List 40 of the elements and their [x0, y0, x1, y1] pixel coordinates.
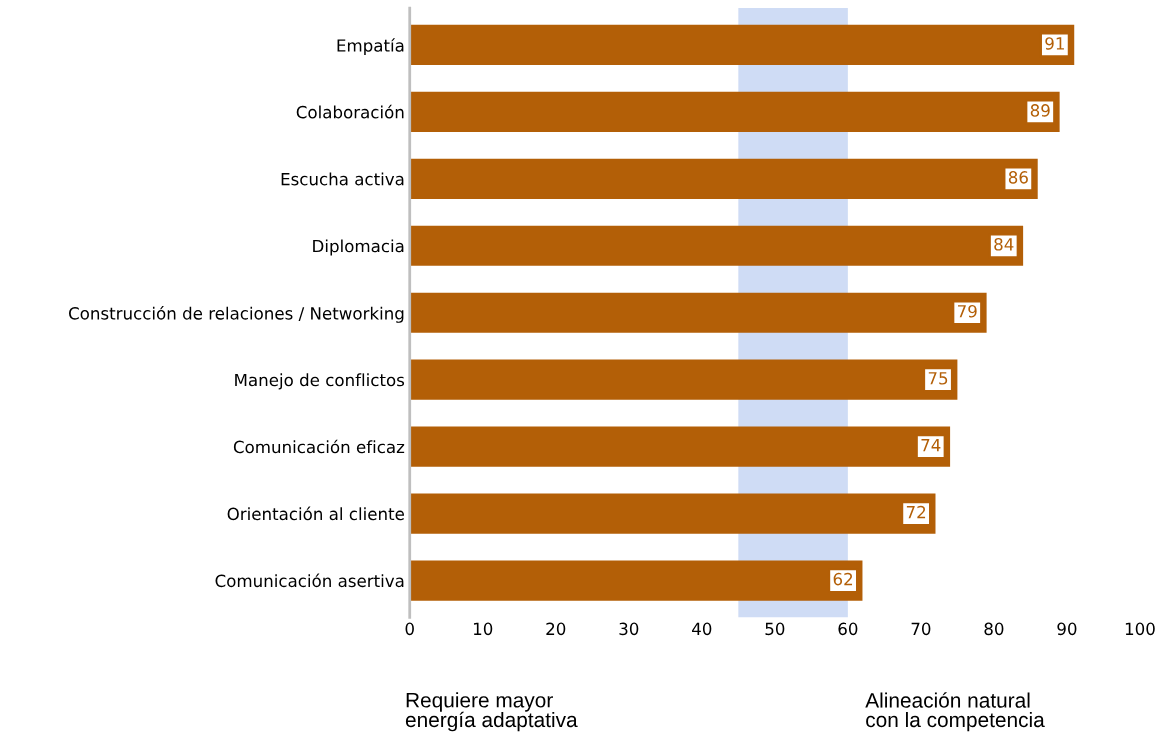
- data-label: 89: [1030, 104, 1050, 117]
- bar: [409, 24, 1075, 65]
- y-tick-label: Colaboración: [296, 104, 404, 119]
- x-tick-label: 70: [911, 622, 931, 636]
- x-tick-label: 60: [838, 622, 858, 636]
- y-tick-label: Comunicación eficaz: [233, 439, 405, 454]
- x-tick-label: 10: [473, 622, 493, 636]
- y-tick-label: Orientación al cliente: [227, 506, 404, 521]
- bar: [409, 359, 958, 400]
- x-tick-label: 30: [619, 622, 639, 636]
- x-tick-label: 0: [405, 622, 414, 636]
- data-label: 84: [994, 238, 1014, 251]
- y-tick-label: Empatía: [337, 38, 404, 56]
- bar: [409, 560, 863, 601]
- data-label: 79: [958, 304, 977, 318]
- y-tick-label: Escucha activa: [281, 172, 404, 186]
- x-tick-label: 40: [692, 622, 712, 636]
- y-tick-label: Comunicación asertiva: [215, 573, 404, 588]
- x-tick-label: 80: [984, 622, 1004, 636]
- bar: [409, 91, 1060, 132]
- data-label: 62: [833, 572, 853, 586]
- x-tick-label: 20: [546, 622, 566, 636]
- bar: [409, 493, 936, 534]
- text: Alineación natural con la competencia: [865, 692, 1045, 732]
- data-label: 75: [928, 372, 948, 385]
- data-label: 86: [1008, 171, 1028, 184]
- x-tick-label: 90: [1057, 622, 1077, 636]
- bar: [409, 426, 951, 467]
- text: Requiere mayor energía adaptativa: [405, 692, 578, 732]
- data-label: 72: [906, 505, 926, 519]
- bar: [409, 292, 987, 333]
- y-tick-label: Diplomacia: [313, 239, 404, 256]
- bar: [409, 158, 1038, 199]
- data-label: 91: [1045, 37, 1064, 50]
- y-tick-label: Construcción de relaciones / Networking: [68, 306, 404, 323]
- bar: [409, 225, 1024, 266]
- x-tick-label: 100: [1125, 622, 1155, 636]
- y-tick-label: Manejo de conflictos: [235, 373, 405, 390]
- data-label: 74: [921, 439, 941, 452]
- x-tick-label: 50: [765, 622, 785, 636]
